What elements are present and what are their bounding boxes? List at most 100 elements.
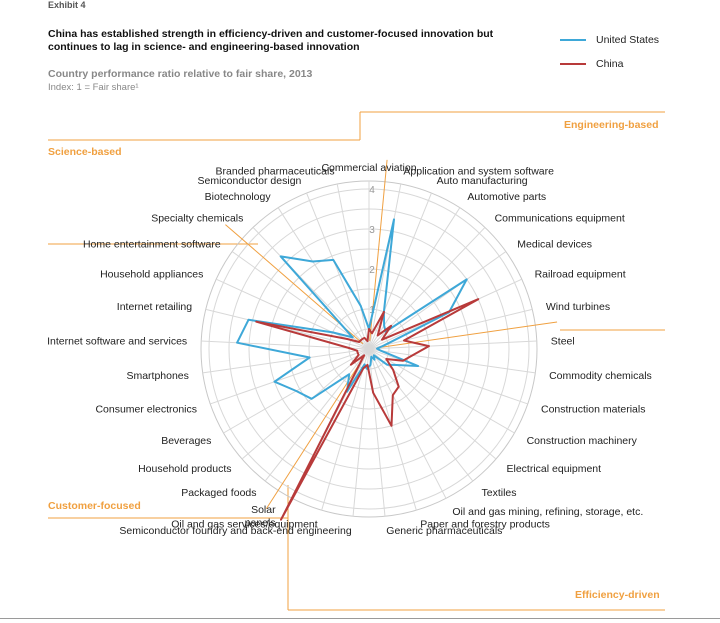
point-united-states-automotive-parts <box>383 324 385 327</box>
point-china-commercial-aviation <box>368 328 370 330</box>
point-united-states-paper-and-forestry-products <box>370 355 373 358</box>
category-label-oil-and-gas-services-equipment: Oil and gas services/equipment <box>171 519 318 531</box>
spoke <box>368 348 386 517</box>
spoke <box>352 348 370 517</box>
point-china-consumer-electronics <box>356 352 359 354</box>
spoke <box>368 348 536 374</box>
spoke <box>368 340 537 350</box>
point-china-textiles <box>397 385 400 388</box>
point-united-states-oil-and-gas-mining-refining-storage-etc <box>373 358 376 361</box>
point-united-states-beverages <box>295 390 298 392</box>
category-label-paper-and-forestry-products: Paper and forestry products <box>420 519 550 531</box>
legend-label-united-states: United States <box>596 34 660 46</box>
legend: United States China <box>560 28 659 76</box>
point-united-states-consumer-electronics <box>273 380 276 383</box>
point-united-states-internet-retailing <box>247 319 250 321</box>
point-united-states-oil-and-gas-services-equipment <box>363 363 366 366</box>
tick-label-2: 2 <box>369 265 375 276</box>
point-china-semiconductor-foundry-and-back-end-engineering <box>366 364 369 366</box>
spoke <box>210 348 370 405</box>
point-china-generic-pharmaceuticals <box>372 392 375 394</box>
spoke <box>368 251 507 350</box>
point-united-states-construction-machinery <box>395 364 398 366</box>
category-label-construction-materials: Construction materials <box>541 404 645 416</box>
point-china-automotive-parts <box>376 334 379 337</box>
point-china-electrical-equipment <box>392 369 395 371</box>
point-china-steel <box>428 345 430 347</box>
spoke <box>368 348 528 405</box>
spoke <box>368 348 515 434</box>
tick-label-4: 4 <box>369 185 375 196</box>
point-china-semiconductor-design <box>363 337 366 339</box>
spoke <box>368 348 447 499</box>
category-label-communications-equipment: Communications equipment <box>495 212 625 224</box>
spoke <box>252 227 370 350</box>
point-china-smartphones <box>356 349 358 352</box>
spoke <box>201 340 370 350</box>
category-label-generic-pharmaceuticals: Generic pharmaceuticals <box>386 525 502 537</box>
category-label-commodity-chemicals: Commodity chemicals <box>549 370 652 382</box>
spoke <box>306 192 370 350</box>
spoke <box>231 251 370 350</box>
category-label-steel: Steel <box>551 335 575 347</box>
category-label-packaged-foods: Packaged foods <box>181 487 256 499</box>
point-china-beverages <box>357 354 360 356</box>
category-label-internet-software-and-services: Internet software and services <box>47 335 187 347</box>
point-united-states-construction-materials <box>417 365 419 367</box>
point-china-paper-and-forestry-products <box>390 425 393 427</box>
category-label-semiconductor-design: Semiconductor design <box>197 175 301 187</box>
point-united-states-generic-pharmaceuticals <box>369 364 372 366</box>
point-china-branded-pharmaceuticals <box>366 340 369 342</box>
spoke <box>336 183 370 350</box>
category-label-medical-devices: Medical devices <box>517 238 592 250</box>
point-united-states-specialty-chemicals <box>279 255 282 258</box>
spoke <box>264 348 370 482</box>
category-label-auto-manufacturing: Auto manufacturing <box>437 175 528 187</box>
point-china-household-products <box>350 363 352 366</box>
category-label-commercial-aviation: Commercial aviation <box>321 162 416 174</box>
point-china-internet-retailing <box>255 320 258 323</box>
point-china-oil-and-gas-mining-refining-storage-etc <box>392 394 394 397</box>
category-label-beverages: Beverages <box>161 435 211 447</box>
group-label-science: Science-based <box>48 146 122 158</box>
spoke <box>368 192 432 350</box>
point-china-wind-turbines <box>403 339 405 342</box>
spoke <box>202 348 370 374</box>
category-label-household-products: Household products <box>138 463 231 475</box>
category-label-semiconductor-foundry-and-back-end-engineering: Semiconductor foundry and back-end engin… <box>119 525 351 537</box>
point-china-packaged-foods <box>363 354 365 357</box>
group-label-efficiency: Efficiency-driven <box>575 589 660 601</box>
point-china-oil-and-gas-services-equipment <box>362 367 365 370</box>
point-united-states-commodity-chemicals <box>380 349 382 352</box>
category-label-construction-machinery: Construction machinery <box>527 435 638 447</box>
group-label-engineering: Engineering-based <box>564 119 659 131</box>
category-label-electrical-equipment: Electrical equipment <box>507 463 602 475</box>
series-line-china <box>255 298 480 521</box>
category-label-branded-pharmaceuticals: Branded pharmaceuticals <box>216 165 335 177</box>
spoke <box>368 348 497 460</box>
chart-title: China has established strength in effici… <box>48 28 494 53</box>
point-united-states-biotechnology <box>312 260 314 263</box>
category-label-consumer-electronics: Consumer electronics <box>95 404 197 416</box>
legend-label-china: China <box>596 58 624 70</box>
spoke <box>368 308 533 350</box>
point-china-home-entertainment-software <box>358 341 361 343</box>
spoke <box>368 348 474 482</box>
tick-label-3: 3 <box>369 225 375 236</box>
point-united-states-medical-devices <box>465 278 468 281</box>
legend-item-china: China <box>560 52 659 76</box>
category-label-internet-retailing: Internet retailing <box>117 301 192 313</box>
spoke <box>321 348 370 511</box>
spoke <box>368 348 417 511</box>
group-divider <box>376 321 558 349</box>
legend-swatch-china <box>560 63 586 65</box>
category-label-application-and-system-software: Application and system software <box>403 165 554 177</box>
point-china-household-appliances <box>346 338 349 340</box>
category-label-oil-and-gas-mining-refining-storage-etc: Oil and gas mining, refining, storage, e… <box>452 506 643 518</box>
legend-item-united-states: United States <box>560 28 659 52</box>
spoke <box>205 308 370 350</box>
legend-swatch-united-states <box>560 39 586 41</box>
point-china-specialty-chemicals <box>359 339 362 342</box>
